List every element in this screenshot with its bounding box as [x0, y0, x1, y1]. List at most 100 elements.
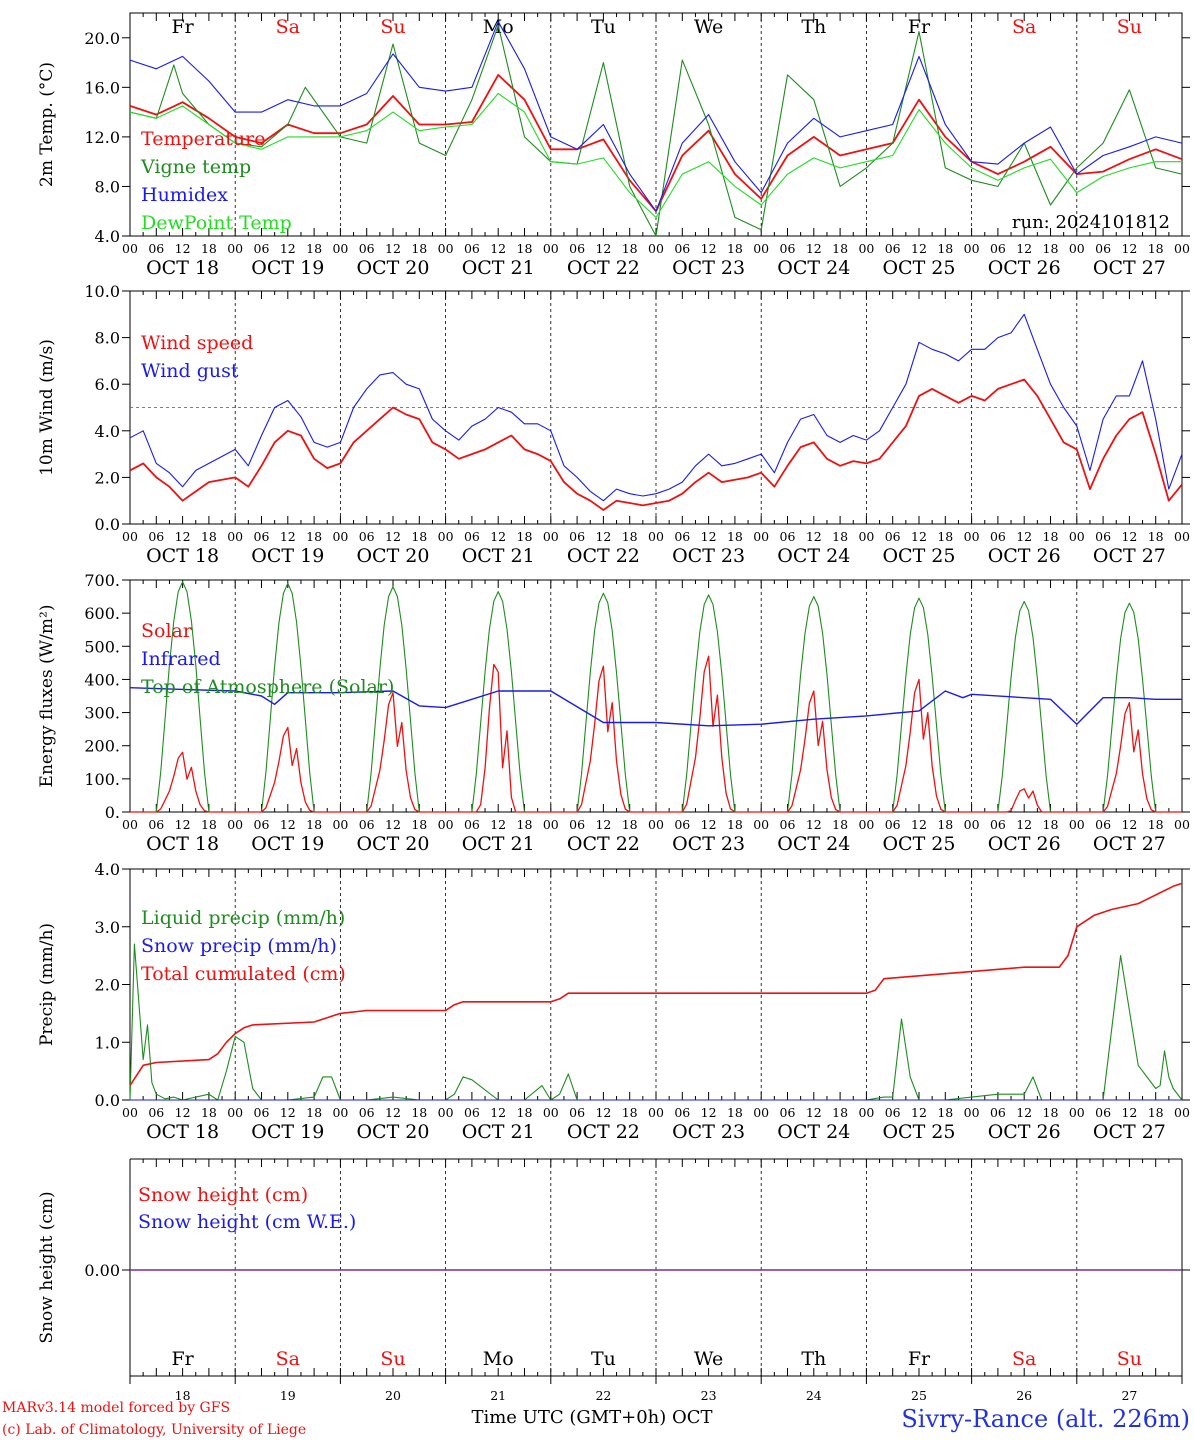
hour-tick-label: 18 — [832, 817, 848, 832]
hour-tick-label: 06 — [674, 241, 690, 256]
hour-tick-label: 00 — [648, 241, 664, 256]
date-label: OCT 23 — [672, 833, 745, 855]
day-name: Sa — [276, 1348, 300, 1370]
date-label: OCT 22 — [567, 1121, 640, 1143]
legend-entry: Humidex — [141, 184, 228, 206]
hour-tick-label: 12 — [701, 241, 717, 256]
date-label: OCT 19 — [251, 833, 324, 855]
hour-tick-label: 12 — [806, 1105, 822, 1120]
day-name: Fr — [908, 16, 931, 38]
hour-tick-label: 00 — [753, 817, 769, 832]
hour-tick-label: 12 — [175, 529, 191, 544]
hour-tick-label: 00 — [122, 817, 138, 832]
date-label: OCT 20 — [356, 545, 429, 567]
date-label: OCT 25 — [882, 257, 955, 279]
legend-entry: Infrared — [141, 648, 221, 670]
hour-tick-label: 06 — [148, 241, 164, 256]
day-number: 19 — [280, 1388, 296, 1403]
hour-tick-label: 00 — [858, 817, 874, 832]
date-label: OCT 18 — [146, 1121, 219, 1143]
hour-tick-label: 18 — [1043, 241, 1059, 256]
hour-tick-label: 00 — [122, 529, 138, 544]
station-title: Sivry-Rance (alt. 226m) — [901, 1405, 1190, 1433]
day-name: Th — [801, 16, 826, 38]
time-axis-title: Time UTC (GMT+0h) OCT — [471, 1407, 712, 1428]
hour-tick-label: 00 — [543, 241, 559, 256]
hour-tick-label: 00 — [858, 529, 874, 544]
hour-tick-label: 00 — [1069, 529, 1085, 544]
hour-tick-label: 12 — [911, 817, 927, 832]
date-label: OCT 19 — [251, 257, 324, 279]
hour-tick-label: 18 — [937, 817, 953, 832]
date-label: OCT 26 — [988, 545, 1061, 567]
y-tick-label: 3.0 — [95, 918, 120, 937]
hour-tick-label: 00 — [858, 1105, 874, 1120]
run-label: run: 2024101812 — [1012, 212, 1170, 233]
hour-tick-label: 00 — [227, 1105, 243, 1120]
date-label: OCT 18 — [146, 545, 219, 567]
y-axis-title: 2m Temp. (°C) — [37, 62, 57, 187]
hour-tick-label: 06 — [990, 529, 1006, 544]
date-label: OCT 22 — [567, 833, 640, 855]
hour-tick-label: 00 — [438, 529, 454, 544]
hour-tick-label: 00 — [332, 529, 348, 544]
date-label: OCT 19 — [251, 545, 324, 567]
hour-tick-label: 06 — [464, 817, 480, 832]
hour-tick-label: 06 — [885, 817, 901, 832]
hour-tick-label: 00 — [1174, 817, 1190, 832]
date-label: OCT 22 — [567, 257, 640, 279]
hour-tick-label: 06 — [464, 1105, 480, 1120]
hour-tick-label: 18 — [727, 1105, 743, 1120]
day-name: Sa — [1012, 1348, 1036, 1370]
y-tick-label: 4.0 — [95, 860, 120, 879]
hour-tick-label: 12 — [385, 529, 401, 544]
hour-tick-label: 18 — [517, 1105, 533, 1120]
hour-tick-label: 12 — [701, 817, 717, 832]
hour-tick-label: 00 — [964, 241, 980, 256]
date-label: OCT 24 — [777, 257, 850, 279]
hour-tick-label: 06 — [674, 1105, 690, 1120]
model-credit-line1: MARv3.14 model forced by GFS — [2, 1400, 230, 1416]
hour-tick-label: 12 — [701, 529, 717, 544]
y-tick-label: 12.0 — [84, 128, 120, 147]
hour-tick-label: 06 — [464, 529, 480, 544]
y-tick-label: 8.0 — [95, 177, 120, 196]
hour-tick-label: 06 — [990, 1105, 1006, 1120]
series-line-1 — [129, 687, 1182, 727]
hour-tick-label: 00 — [648, 817, 664, 832]
date-label: OCT 21 — [462, 1121, 535, 1143]
y-tick-label: 0.00 — [84, 1261, 120, 1280]
hour-tick-label: 06 — [359, 529, 375, 544]
day-number: 20 — [385, 1388, 401, 1403]
hour-tick-label: 12 — [1121, 817, 1137, 832]
day-name: Fr — [171, 1348, 194, 1370]
day-number: 25 — [911, 1388, 927, 1403]
series-line-3 — [129, 92, 1182, 218]
y-tick-label: 4.0 — [95, 227, 120, 246]
hour-tick-label: 12 — [385, 241, 401, 256]
date-label: OCT 20 — [356, 1121, 429, 1143]
hour-tick-label: 12 — [701, 1105, 717, 1120]
legend-entry: Snow precip (mm/h) — [141, 935, 337, 957]
hour-tick-label: 06 — [885, 241, 901, 256]
series-line-0 — [129, 378, 1183, 511]
day-number: 23 — [701, 1388, 717, 1403]
date-label: OCT 21 — [462, 545, 535, 567]
day-number: 27 — [1121, 1388, 1137, 1403]
legend-entry: Liquid precip (mm/h) — [141, 907, 345, 929]
hour-tick-label: 18 — [1148, 1105, 1164, 1120]
day-name: Fr — [908, 1348, 931, 1370]
hour-tick-label: 18 — [306, 529, 322, 544]
legend-entry: Wind gust — [141, 360, 239, 382]
panel-4: Liquid precip (mm/h) Snow precip (mm/h) To… — [37, 860, 1190, 1143]
hour-tick-label: 12 — [490, 241, 506, 256]
hour-tick-label: 12 — [175, 241, 191, 256]
date-label: OCT 25 — [882, 833, 955, 855]
day-number: 18 — [175, 1388, 191, 1403]
hour-tick-label: 18 — [937, 241, 953, 256]
hour-tick-label: 12 — [911, 241, 927, 256]
hour-tick-label: 12 — [490, 529, 506, 544]
date-label: OCT 19 — [251, 1121, 324, 1143]
hour-tick-label: 00 — [1174, 1105, 1190, 1120]
hour-tick-label: 06 — [148, 529, 164, 544]
